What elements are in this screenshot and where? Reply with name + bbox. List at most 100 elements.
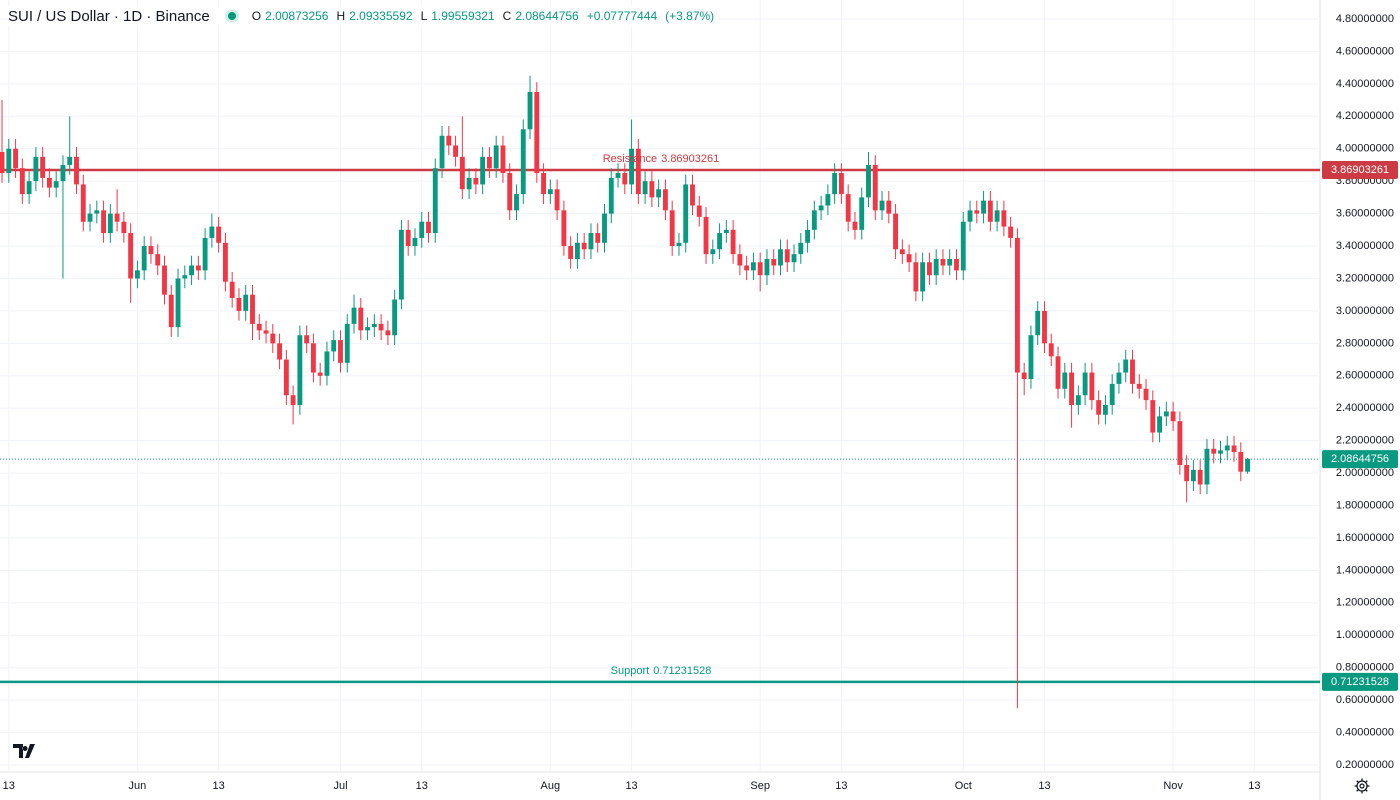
ohlc-value: 2.09335592 xyxy=(349,9,413,23)
gear-hub[interactable] xyxy=(1359,783,1365,789)
candle-body xyxy=(852,221,858,230)
last-price-tag xyxy=(1322,450,1398,469)
level-label: Support 0.71231528 xyxy=(611,665,712,677)
candle-body xyxy=(304,335,310,344)
y-tick-label: 1.60000000 xyxy=(1336,532,1394,544)
candle-body xyxy=(629,148,635,185)
ohlc-label: C xyxy=(502,9,512,23)
candle-body xyxy=(87,213,93,222)
candle-body xyxy=(290,395,296,405)
x-tick-label: 13 xyxy=(416,780,428,792)
candle-body xyxy=(74,156,79,185)
candle-body xyxy=(838,173,844,195)
candle-body xyxy=(175,278,181,328)
levels xyxy=(0,168,1320,684)
candle-body xyxy=(866,164,871,198)
candle-body xyxy=(798,242,804,255)
y-tick-label: 2.60000000 xyxy=(1336,370,1394,382)
candle-body xyxy=(155,254,161,266)
logo-mark xyxy=(13,744,35,758)
chart-title: SUI / US Dollar · 1D · Binance xyxy=(8,7,210,25)
candle-body xyxy=(1150,400,1156,433)
candle-body xyxy=(107,213,113,234)
candle-body xyxy=(53,181,59,188)
candle-body xyxy=(737,254,743,266)
x-tick-label: 13 xyxy=(1248,780,1260,792)
y-tick-label: 3.00000000 xyxy=(1336,305,1394,317)
y-tick-label: 4.60000000 xyxy=(1336,45,1394,57)
candle-body xyxy=(1136,383,1142,389)
candle-body xyxy=(615,173,621,178)
candle-body xyxy=(1089,372,1095,401)
candle-body xyxy=(541,173,547,195)
settings-icon[interactable] xyxy=(1354,778,1370,794)
candle-body xyxy=(1001,210,1007,227)
candle-body xyxy=(534,91,540,174)
y-tick-label: 4.40000000 xyxy=(1336,78,1394,90)
candle-body xyxy=(1021,372,1027,380)
candle-body xyxy=(690,184,695,206)
candle-body xyxy=(805,229,811,243)
candle-body xyxy=(324,351,330,376)
status-dot xyxy=(227,12,236,20)
gear-teeth[interactable] xyxy=(1354,778,1370,794)
candle-body xyxy=(1177,421,1183,465)
candle-body xyxy=(1238,452,1244,472)
candle-body xyxy=(432,168,438,234)
y-tick-label: 1.00000000 xyxy=(1336,629,1394,641)
candle-body xyxy=(243,294,249,311)
candle-body xyxy=(33,156,39,182)
grid xyxy=(0,0,1320,772)
candle-body xyxy=(1042,310,1047,344)
candle-body xyxy=(906,254,912,263)
candle-body xyxy=(459,156,465,190)
x-tick-label: Sep xyxy=(750,780,770,792)
candle-body xyxy=(520,129,526,195)
candle-body xyxy=(419,221,425,238)
y-tick-label: 1.20000000 xyxy=(1336,597,1394,609)
change-pct: (+3.87%) xyxy=(665,9,715,23)
candle-body xyxy=(1204,448,1210,485)
candle-body xyxy=(1157,416,1163,433)
level-tag-label: 3.86903261 xyxy=(1331,164,1389,176)
level-name: Support xyxy=(611,665,650,677)
candle-body xyxy=(561,210,567,247)
candle-body xyxy=(547,189,553,195)
candle-body xyxy=(1116,372,1122,384)
y-tick-label: 0.40000000 xyxy=(1336,726,1394,738)
candle-body xyxy=(26,181,32,195)
candle-body xyxy=(764,259,770,276)
candle-body xyxy=(371,323,377,328)
candle-body xyxy=(514,194,519,211)
candle-body xyxy=(263,330,269,334)
y-tick-label: 3.60000000 xyxy=(1336,208,1394,220)
candle-body xyxy=(1184,464,1190,482)
last-price-label: 2.08644756 xyxy=(1331,453,1389,465)
ohlc-label: L xyxy=(420,9,428,23)
y-tick-label: 2.80000000 xyxy=(1336,337,1394,349)
candle-body xyxy=(1048,343,1054,357)
candle-body xyxy=(744,265,750,271)
price-axis-bg xyxy=(1320,0,1400,800)
y-tick-label: 4.20000000 xyxy=(1336,110,1394,122)
candle-body xyxy=(13,148,19,169)
candle-body xyxy=(385,330,391,336)
candle-body xyxy=(40,156,46,178)
candle-body xyxy=(954,259,959,271)
candle-body xyxy=(791,254,797,263)
candle-body xyxy=(256,323,262,331)
candle-body xyxy=(141,246,147,271)
candle-body xyxy=(811,210,817,230)
candle-body xyxy=(893,213,899,250)
axes: 0.20000000 0.40000000 0.60000000 0.80000000… xyxy=(3,13,1398,792)
candle-body xyxy=(405,229,411,247)
candle-body xyxy=(568,246,574,260)
candle-body xyxy=(162,265,167,295)
candle-body xyxy=(696,205,702,217)
candle-body xyxy=(1123,359,1129,373)
candle-body xyxy=(608,177,614,214)
candle-body xyxy=(1130,359,1135,384)
candle-body xyxy=(398,229,404,300)
x-tick-label: 13 xyxy=(213,780,225,792)
candle-body xyxy=(1211,448,1217,454)
